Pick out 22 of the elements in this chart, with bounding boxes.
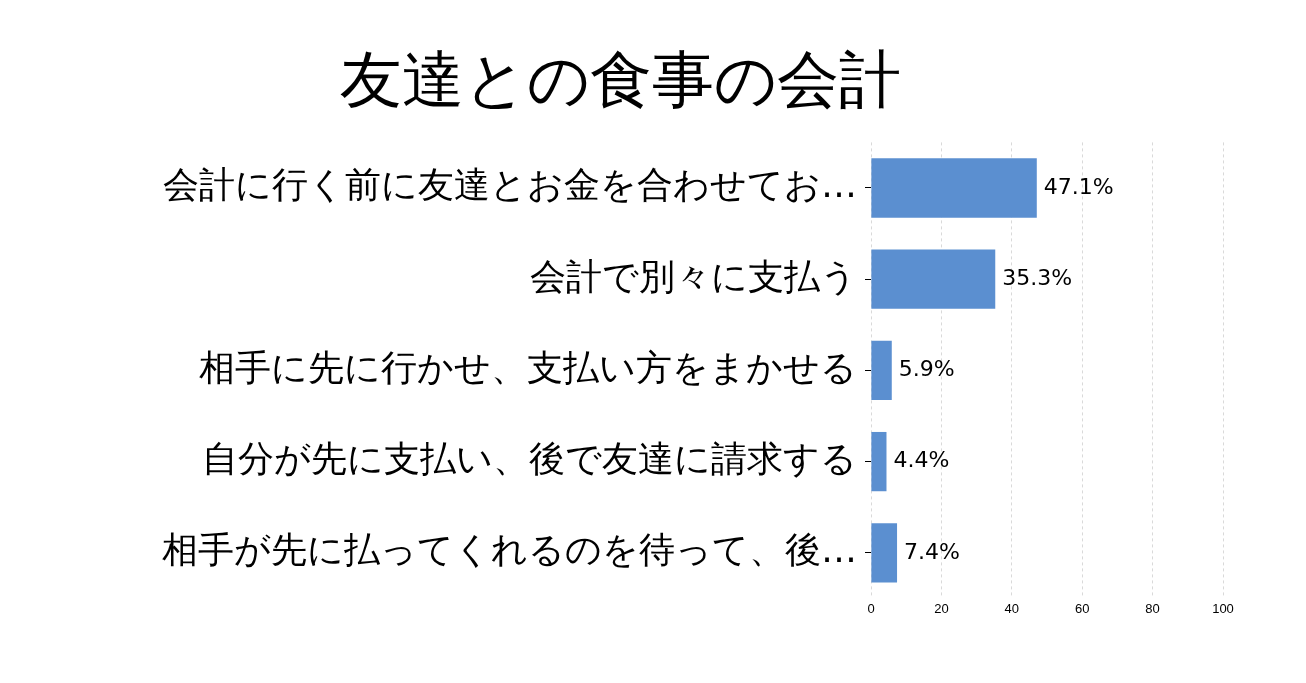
y-tick-label: 相手が先に払ってくれるのを待って、後…	[162, 529, 857, 571]
bar	[871, 431, 887, 492]
y-tick-label: 自分が先に支払い、後で友達に請求する	[202, 437, 857, 479]
bar	[871, 158, 1037, 218]
data-label: 47.1%	[1043, 173, 1114, 199]
x-tick-label: 40	[1004, 600, 1020, 616]
bar	[871, 523, 898, 583]
data-label: 5.9%	[898, 356, 955, 382]
chart-title: 友達との食事の会計	[340, 43, 901, 117]
x-tick-label: 20	[934, 600, 949, 616]
x-tick-label: 60	[1074, 600, 1090, 616]
data-label: 4.4%	[893, 447, 950, 473]
bar	[871, 340, 892, 401]
x-tick-label: 80	[1145, 600, 1160, 616]
y-tick-label: 会計に行く前に友達とお金を合わせてお…	[163, 164, 857, 206]
y-tick-label: 会計で別々に支払う	[530, 255, 857, 297]
bar	[871, 249, 996, 309]
x-tick-label: 100	[1212, 600, 1234, 616]
data-label: 35.3%	[1002, 264, 1073, 290]
data-label: 7.4%	[904, 538, 960, 564]
x-tick-label: 0	[867, 600, 875, 616]
y-tick-label: 相手に先に行かせ、支払い方をまかせる	[199, 346, 857, 388]
